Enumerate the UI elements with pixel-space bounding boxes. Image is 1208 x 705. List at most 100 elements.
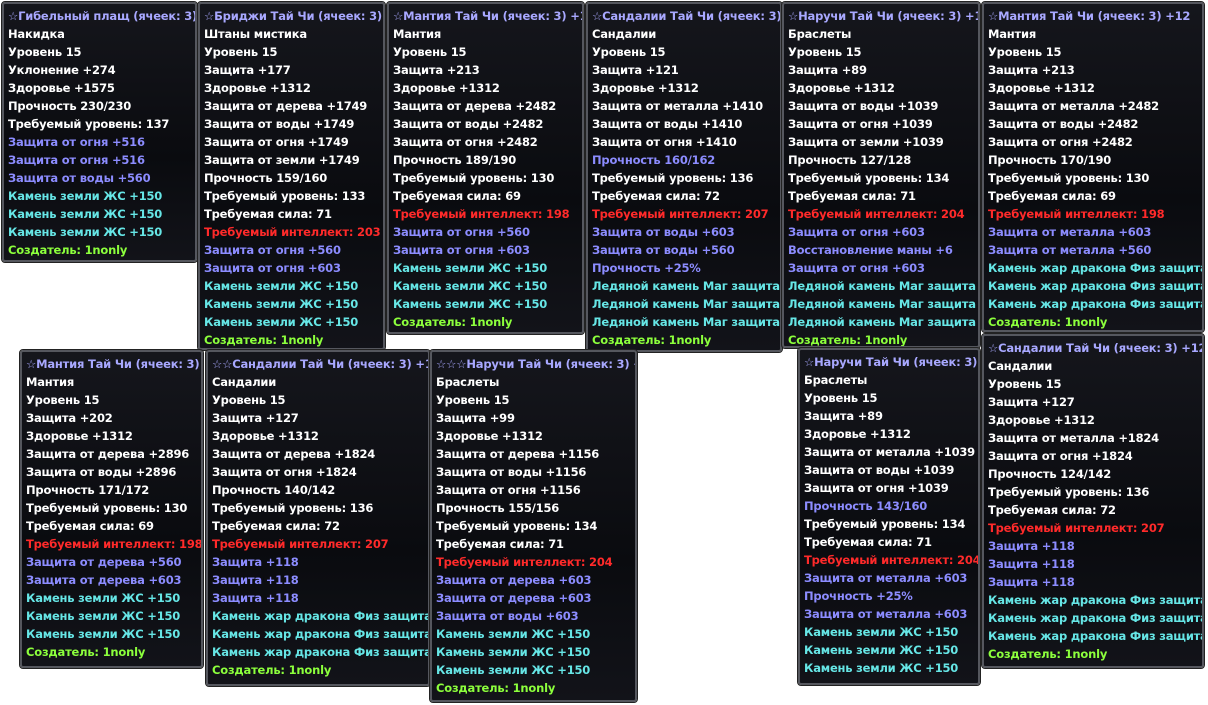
item-stat: Защита от дерева +603 — [436, 591, 592, 605]
item-stat: Прочность 140/142 — [212, 483, 336, 497]
item-stat: Камень земли ЖС +150 — [393, 279, 548, 293]
item-stat: Ледяной камень Маг защита +135 — [592, 279, 780, 293]
item-stat: Здоровье +1312 — [592, 81, 699, 95]
item-tooltip: ☆Гибельный плащ (ячеек: 3) +12 Накидка Уро… — [1, 1, 198, 263]
item-stat: Создатель: 1nonly — [204, 333, 324, 347]
item-stat: Уклонение +274 — [8, 63, 116, 77]
item-stat: Камень земли ЖС +150 — [8, 189, 163, 203]
item-title: ☆Мантия Тай Чи (ячеек: 3) +12 — [26, 357, 201, 371]
item-stat: Мантия — [988, 27, 1037, 41]
item-stat: Прочность 171/172 — [26, 483, 150, 497]
item-stat: Уровень 15 — [393, 45, 467, 59]
item-stat: Прочность 160/162 — [592, 153, 716, 167]
item-stat: Браслеты — [804, 373, 868, 387]
item-stat: Защита +121 — [592, 63, 679, 77]
item-stat: Уровень 15 — [204, 45, 278, 59]
item-stat: Камень жар дракона Физ защита +170 — [212, 609, 430, 623]
item-stat: Требуемый уровень: 130 — [26, 501, 188, 515]
item-stat: Защита от дерева +603 — [436, 573, 592, 587]
item-tooltip: ☆Сандалии Тай Чи (ячеек: 3) +12 Сандалии У… — [585, 1, 783, 353]
item-stat: Защита от огня +603 — [393, 243, 530, 257]
item-stat: Защита от огня +1824 — [988, 449, 1133, 463]
item-stat: Здоровье +1575 — [8, 81, 115, 95]
item-stat: Требуемый интеллект: 207 — [212, 537, 389, 551]
item-stat: Камень земли ЖС +150 — [804, 625, 959, 639]
item-stat: Защита от огня +2482 — [988, 135, 1133, 149]
item-stat: Требуемый уровень: 133 — [204, 189, 366, 203]
item-stat: Ледяной камень Маг защита +135 — [592, 297, 780, 311]
item-stat: Браслеты — [436, 375, 500, 389]
item-stat: Требуемый интеллект: 198 — [26, 537, 203, 551]
item-stat: Прочность 124/142 — [988, 467, 1112, 481]
item-stat: Защита от огня +2482 — [393, 135, 538, 149]
item-stat: Прочность +25% — [592, 261, 701, 275]
item-stat: Прочность 159/160 — [204, 171, 328, 185]
item-stat: Защита от огня +603 — [204, 261, 341, 275]
item-stat: Требуемая сила: 72 — [212, 519, 340, 533]
item-stat: Требуемая сила: 69 — [393, 189, 521, 203]
item-stat: Восстановление маны +6 — [788, 243, 953, 257]
item-stat: Камень жар дракона Физ защита +170 — [988, 261, 1204, 275]
item-tooltip: ☆☆Сандалии Тай Чи (ячеек: 3) +12 Сандалии… — [205, 349, 431, 687]
item-stat: Защита +118 — [212, 591, 299, 605]
item-title: ☆Мантия Тай Чи (ячеек: 3) +12 — [393, 9, 584, 23]
item-stat: Камень земли ЖС +150 — [436, 627, 591, 641]
item-stat: Требуемый интеллект: 204 — [788, 207, 965, 221]
item-stat: Защита от огня +1410 — [592, 135, 737, 149]
item-stat: Уровень 15 — [8, 45, 82, 59]
item-stat: Требуемая сила: 72 — [592, 189, 720, 203]
item-stat: Защита от воды +2482 — [988, 117, 1139, 131]
item-title: ☆Гибельный плащ (ячеек: 3) +12 — [8, 9, 197, 23]
item-stat: Требуемый интеллект: 198 — [393, 207, 570, 221]
item-stat: Камень земли ЖС +150 — [8, 207, 163, 221]
item-stat: Защита от металла +1039 — [804, 445, 975, 459]
item-stat: Требуемый уровень: 134 — [436, 519, 598, 533]
item-title: ☆Сандалии Тай Чи (ячеек: 3) +12 — [592, 9, 782, 23]
item-tooltip: ☆☆☆Наручи Тай Чи (ячеек: 3) +12 Браслеты У… — [429, 349, 638, 703]
item-stat: Ледяной камень Маг защита +135 — [592, 315, 780, 329]
item-stat: Прочность 155/156 — [436, 501, 560, 515]
item-stat: Требуемый уровень: 130 — [988, 171, 1150, 185]
item-stat: Защита от металла +2482 — [988, 99, 1159, 113]
item-stat: Камень земли ЖС +150 — [393, 297, 548, 311]
item-stat: Уровень 15 — [788, 45, 862, 59]
item-stat: Защита +118 — [988, 557, 1075, 571]
item-stat: Требуемая сила: 71 — [204, 207, 332, 221]
item-stat: Камень жар дракона Физ защита +170 — [212, 645, 430, 659]
item-stat: Защита от металла +1824 — [988, 431, 1159, 445]
item-stat: Накидка — [8, 27, 65, 41]
item-stat: Камень земли ЖС +150 — [26, 627, 181, 641]
item-stat: Камень земли ЖС +150 — [804, 661, 959, 675]
item-stat: Защита +118 — [212, 555, 299, 569]
item-stat: Камень земли ЖС +150 — [436, 645, 591, 659]
item-stat: Камень земли ЖС +150 — [204, 315, 359, 329]
item-stat: Требуемый интеллект: 204 — [436, 555, 613, 569]
item-stat: Прочность 127/128 — [788, 153, 912, 167]
item-stat: Защита от воды +1749 — [204, 117, 355, 131]
item-stat: Защита от дерева +603 — [26, 573, 182, 587]
item-stat: Требуемый уровень: 130 — [393, 171, 555, 185]
item-stat: Здоровье +1312 — [788, 81, 895, 95]
item-title: ☆Сандалии Тай Чи (ячеек: 3) +12 — [988, 341, 1204, 355]
item-stat: Требуемый интеллект: 207 — [592, 207, 769, 221]
item-stat: Здоровье +1312 — [988, 413, 1095, 427]
item-stat: Защита +118 — [988, 575, 1075, 589]
item-stat: Создатель: 1nonly — [988, 315, 1108, 329]
item-tooltip: ☆Наручи Тай Чи (ячеек: 3) +12 Браслеты Уро… — [781, 1, 981, 349]
item-stat: Защита +202 — [26, 411, 113, 425]
item-stat: Мантия — [26, 375, 75, 389]
item-stat: Защита +89 — [788, 63, 867, 77]
item-stat: Защита от огня +603 — [788, 225, 925, 239]
item-stat: Ледяной камень Маг защита +135 — [788, 297, 978, 311]
item-stat: Создатель: 1nonly — [393, 315, 513, 329]
item-stat: Защита от воды +2482 — [393, 117, 544, 131]
item-stat: Защита от воды +1039 — [804, 463, 955, 477]
item-tooltip: ☆Мантия Тай Чи (ячеек: 3) +12 Мантия Урове… — [981, 1, 1205, 333]
item-title: ☆Наручи Тай Чи (ячеек: 3) +12 — [804, 355, 978, 369]
item-stat: Здоровье +1312 — [988, 81, 1095, 95]
item-stat: Требуемый уровень: 134 — [804, 517, 966, 531]
item-stat: Уровень 15 — [26, 393, 100, 407]
item-stat: Защита от металла +603 — [988, 225, 1152, 239]
item-stat: Прочность 230/230 — [8, 99, 132, 113]
item-stat: Создатель: 1nonly — [788, 333, 908, 347]
